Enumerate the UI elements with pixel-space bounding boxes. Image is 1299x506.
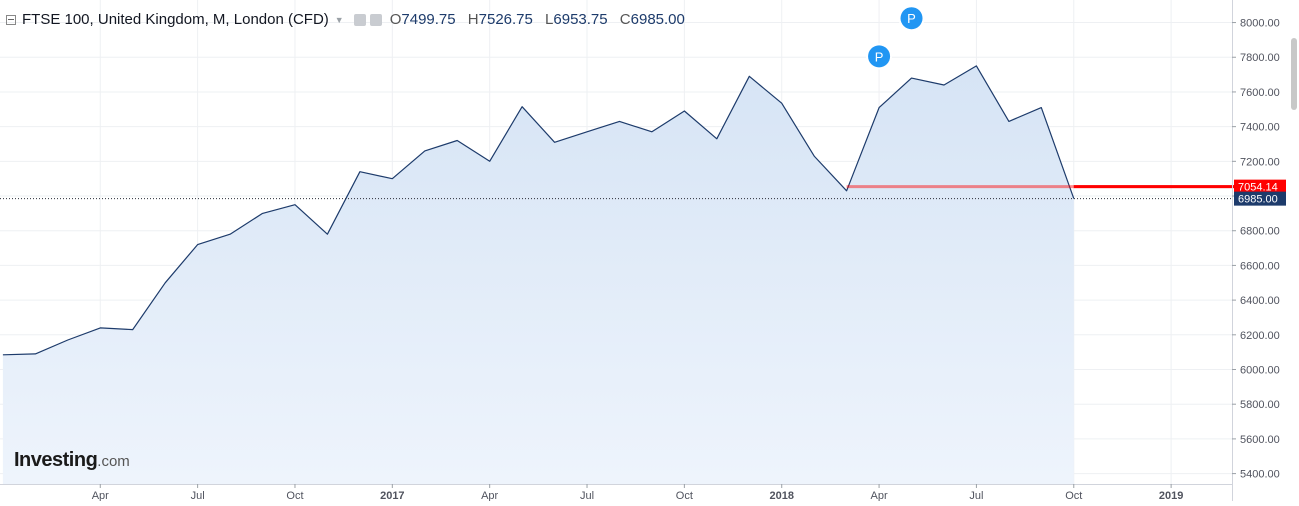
time-tick-label: Jul [191, 490, 205, 501]
event-marker [868, 45, 891, 68]
investing-logo: Investing.com [14, 449, 130, 472]
price-tick-label: 7800.00 [1240, 52, 1280, 64]
time-tick-label: Oct [676, 490, 693, 501]
time-tick-label: Jul [580, 490, 594, 501]
area-fill [2, 65, 1074, 485]
price-tick-label: 6800.00 [1240, 226, 1280, 238]
time-tick-label: Oct [1065, 490, 1082, 501]
low-value: 6953.75 [553, 11, 608, 28]
price-tick-label: 5400.00 [1240, 469, 1280, 481]
price-tick-label: 7400.00 [1240, 122, 1280, 134]
event-marker [900, 7, 923, 30]
instrument-title[interactable]: FTSE 100, United Kingdom, M, London (CFD… [22, 11, 329, 28]
price-tick-label: 6200.00 [1240, 330, 1280, 342]
time-tick-label: 2019 [1159, 490, 1183, 501]
time-tick-label: Oct [286, 490, 303, 501]
high-value: 7526.75 [478, 11, 533, 28]
ray-price-label-bg [1234, 179, 1286, 194]
time-tick-label: 2018 [769, 490, 793, 501]
time-tick-label: 2017 [380, 490, 404, 501]
high-label: H [467, 11, 479, 28]
price-line-series [2, 65, 1075, 356]
open-label: O [389, 11, 402, 28]
price-tick-label: 6000.00 [1240, 365, 1280, 377]
time-tick-label: Apr [92, 490, 109, 501]
price-tick-label: 5800.00 [1240, 399, 1280, 411]
price-tick-label: 7600.00 [1240, 87, 1280, 99]
logo-brand: Investing [14, 449, 98, 471]
event-marker-label: P [907, 11, 916, 26]
close-value: 6985.00 [630, 11, 685, 28]
settings-icon[interactable] [369, 13, 382, 26]
ohlc-values: O7499.75 H7526.75 L6953.75 C6985.00 [390, 11, 693, 28]
eye-icon[interactable] [353, 13, 366, 26]
last-price-label: 6985.00 [1238, 194, 1278, 206]
price-tick-label: 8000.00 [1240, 18, 1280, 30]
price-tick-label: 5600.00 [1240, 434, 1280, 446]
price-tick-label: 7200.00 [1240, 156, 1280, 168]
ray-price-label: 7054.14 [1238, 182, 1278, 194]
open-value: 7499.75 [401, 11, 456, 28]
time-tick-label: Jul [969, 490, 983, 501]
last-price-label-bg [1234, 191, 1286, 206]
chart-legend: FTSE 100, United Kingdom, M, London (CFD… [6, 11, 693, 28]
chevron-down-icon[interactable]: ▼ [334, 14, 344, 25]
event-marker-label: P [875, 49, 884, 64]
logo-suffix: .com [97, 453, 130, 470]
time-tick-label: Apr [481, 490, 498, 501]
price-tick-label: 6600.00 [1240, 260, 1280, 272]
collapse-icon[interactable] [6, 14, 16, 25]
price-tick-label: 6400.00 [1240, 295, 1280, 307]
price-scrollbar[interactable] [1291, 38, 1297, 110]
time-tick-label: Apr [871, 490, 888, 501]
close-label: C [619, 11, 631, 28]
low-label: L [545, 11, 554, 28]
